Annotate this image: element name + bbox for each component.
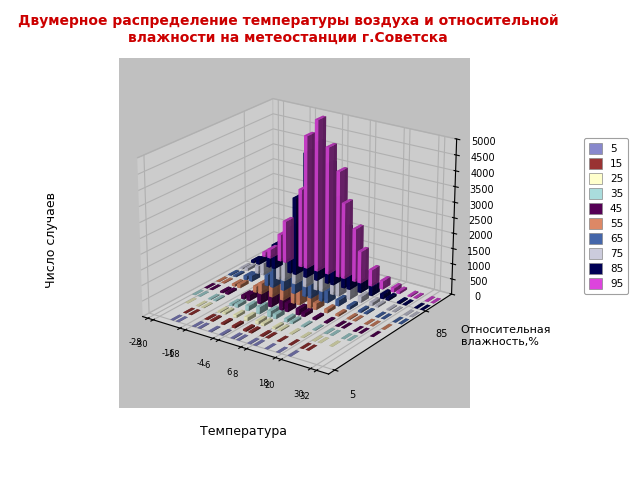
Text: Двумерное распределение температуры воздуха и относительной
влажности на метеост: Двумерное распределение температуры возд… [18, 14, 558, 45]
Text: Температура: Температура [200, 425, 287, 439]
Text: Число случаев: Число случаев [45, 192, 58, 288]
Text: Относительная
влажность,%: Относительная влажность,% [461, 325, 551, 347]
Legend: 5, 15, 25, 35, 45, 55, 65, 75, 85, 95: 5, 15, 25, 35, 45, 55, 65, 75, 85, 95 [584, 138, 628, 294]
